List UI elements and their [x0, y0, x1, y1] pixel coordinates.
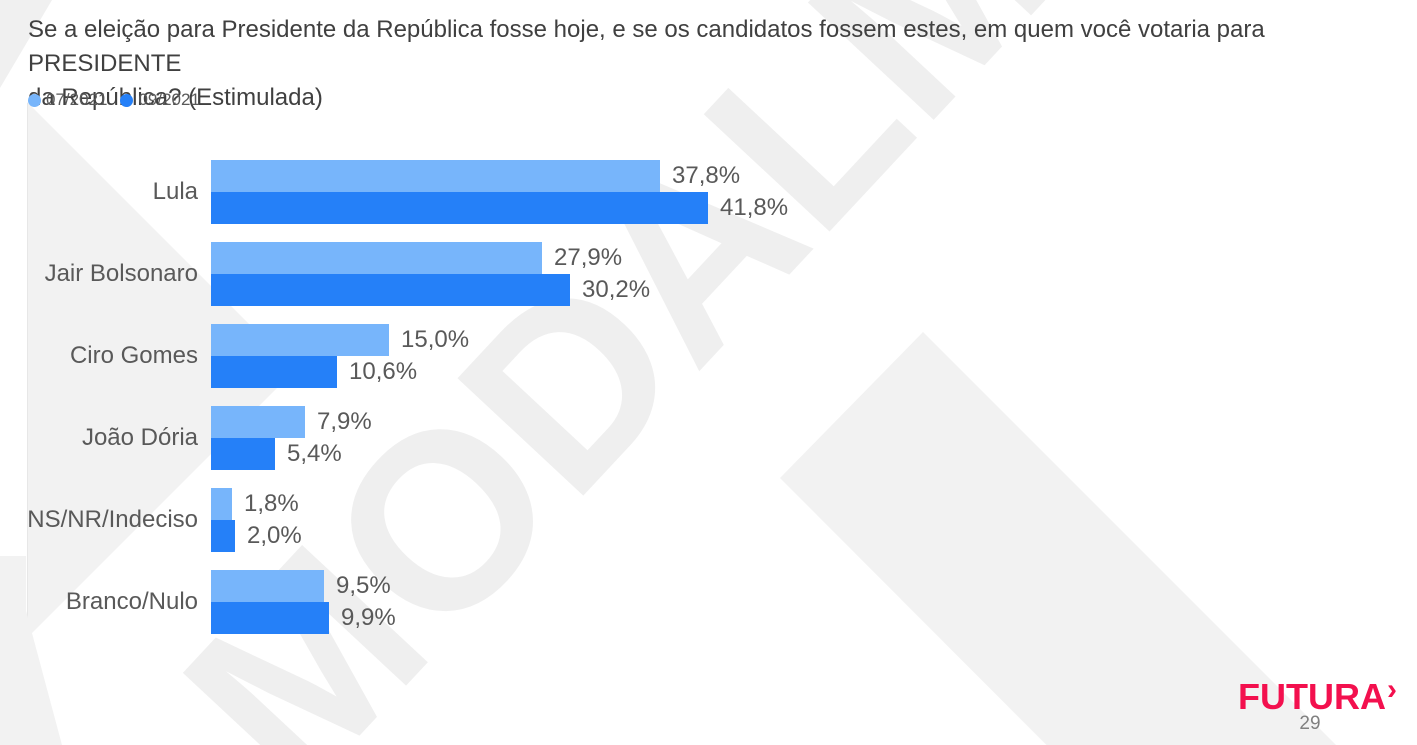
- bar-07/2021-4: [211, 406, 305, 438]
- legend-label-07-2021: 07/2021: [46, 90, 108, 109]
- bar-07/2021-2: [211, 242, 542, 274]
- value-label-07/2021-5: 1,8%: [244, 490, 299, 517]
- legend-item-09-2021: 09/2021: [120, 90, 200, 110]
- futura-logo-chevron-icon: ›: [1386, 673, 1397, 706]
- value-label-07/2021-2: 27,9%: [554, 244, 623, 271]
- value-label-09/2021-3: 10,6%: [349, 358, 418, 385]
- category-label-4: João Dória: [81, 424, 198, 451]
- bar-09/2021-1: [211, 192, 708, 224]
- bar-09/2021-3: [211, 356, 337, 388]
- category-label-6: Branco/Nulo: [65, 588, 198, 615]
- value-label-09/2021-6: 9,9%: [341, 604, 396, 631]
- bar-09/2021-4: [211, 438, 275, 470]
- page-number: 29: [1299, 713, 1321, 734]
- bar-09/2021-2: [211, 274, 570, 306]
- category-label-3: Ciro Gomes: [69, 342, 198, 369]
- bar-07/2021-6: [211, 570, 324, 602]
- bar-07/2021-1: [211, 160, 660, 192]
- value-label-09/2021-4: 5,4%: [287, 440, 342, 467]
- legend-dot-09-2021-icon: [120, 93, 134, 107]
- value-label-09/2021-5: 2,0%: [247, 522, 302, 549]
- value-label-07/2021-1: 37,8%: [672, 162, 741, 189]
- value-label-07/2021-6: 9,5%: [336, 572, 391, 599]
- value-label-07/2021-3: 15,0%: [401, 326, 470, 353]
- chart-legend: 07/2021 09/2021: [28, 90, 200, 110]
- futura-logo: FUTURA›: [1238, 673, 1397, 718]
- futura-logo-text: FUTURA: [1238, 676, 1386, 717]
- category-label-2: Jair Bolsonaro: [44, 260, 198, 287]
- value-label-07/2021-4: 7,9%: [317, 408, 372, 435]
- legend-dot-07-2021-icon: [28, 93, 41, 107]
- left-shape-edge-line: [27, 103, 28, 638]
- legend-label-09-2021: 09/2021: [138, 90, 200, 109]
- bar-07/2021-3: [211, 324, 389, 356]
- bar-09/2021-6: [211, 602, 329, 634]
- bar-09/2021-5: [211, 520, 235, 552]
- value-label-09/2021-2: 30,2%: [582, 276, 651, 303]
- legend-item-07-2021: 07/2021: [28, 90, 107, 110]
- category-label-1: Lula: [152, 178, 198, 205]
- bar-07/2021-5: [211, 488, 232, 520]
- slide-title-line1: Se a eleição para Presidente da Repúblic…: [28, 16, 1265, 77]
- slide-title: Se a eleição para Presidente da Repúblic…: [28, 13, 1403, 115]
- category-label-5: NS/NR/Indeciso: [27, 506, 198, 533]
- slide-title-line2: da República? (Estimulada): [28, 84, 323, 111]
- value-label-09/2021-1: 41,8%: [720, 194, 789, 221]
